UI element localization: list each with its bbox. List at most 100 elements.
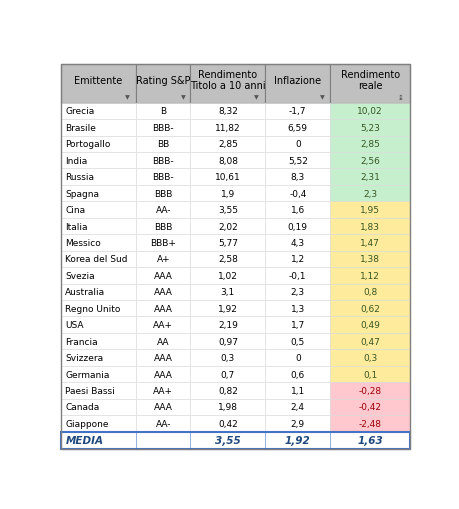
Text: ↨: ↨ — [397, 95, 403, 101]
Bar — [61, 185, 136, 202]
Bar — [190, 333, 265, 350]
Text: 0: 0 — [294, 140, 300, 149]
Text: Brasile: Brasile — [65, 124, 96, 132]
Text: AAA: AAA — [153, 288, 172, 297]
Text: 1,2: 1,2 — [290, 255, 304, 264]
Text: 5,52: 5,52 — [287, 156, 307, 165]
Text: 2,58: 2,58 — [218, 255, 237, 264]
Text: Francia: Francia — [65, 337, 98, 346]
Bar — [330, 415, 409, 432]
Text: Paesi Bassi: Paesi Bassi — [65, 386, 115, 395]
Bar — [61, 284, 136, 300]
Text: -0,1: -0,1 — [288, 271, 306, 280]
Text: 0,47: 0,47 — [359, 337, 380, 346]
Bar — [190, 350, 265, 366]
Text: Inflazione: Inflazione — [274, 75, 321, 86]
Bar — [190, 136, 265, 153]
Bar — [265, 350, 330, 366]
Bar — [265, 268, 330, 284]
Bar — [61, 399, 136, 415]
Text: 0,5: 0,5 — [290, 337, 304, 346]
Text: 10,61: 10,61 — [214, 173, 240, 182]
Text: 1,92: 1,92 — [284, 436, 310, 445]
Bar — [61, 65, 136, 103]
Bar — [136, 235, 190, 251]
Bar — [190, 153, 265, 169]
Bar — [265, 366, 330, 383]
Text: Rating S&P: Rating S&P — [136, 75, 190, 86]
Text: MEDIA: MEDIA — [65, 436, 103, 445]
Bar — [190, 218, 265, 235]
Text: 1,92: 1,92 — [218, 304, 237, 313]
Bar — [136, 415, 190, 432]
Bar — [61, 366, 136, 383]
Bar — [190, 383, 265, 399]
Text: AAA: AAA — [153, 403, 172, 412]
Bar — [330, 284, 409, 300]
Bar — [190, 235, 265, 251]
Bar — [330, 399, 409, 415]
Bar — [136, 218, 190, 235]
Text: 2,9: 2,9 — [290, 419, 304, 428]
Bar — [190, 103, 265, 120]
Text: 2,19: 2,19 — [218, 321, 237, 329]
Bar — [190, 251, 265, 268]
Bar — [190, 415, 265, 432]
Text: 2,3: 2,3 — [363, 189, 376, 198]
Bar — [190, 268, 265, 284]
Text: Germania: Germania — [65, 370, 110, 379]
Bar — [330, 251, 409, 268]
Bar — [330, 65, 409, 103]
Bar — [265, 284, 330, 300]
Bar — [61, 268, 136, 284]
Bar — [190, 366, 265, 383]
Bar — [136, 399, 190, 415]
Text: ▼: ▼ — [181, 95, 186, 100]
Text: 0,7: 0,7 — [220, 370, 235, 379]
Bar — [61, 153, 136, 169]
Bar — [265, 383, 330, 399]
Bar — [61, 432, 409, 449]
Bar — [136, 169, 190, 185]
Bar — [61, 235, 136, 251]
Text: 0,3: 0,3 — [362, 353, 376, 362]
Text: Portogallo: Portogallo — [65, 140, 111, 149]
Bar — [136, 268, 190, 284]
Text: BB: BB — [157, 140, 169, 149]
Text: 2,31: 2,31 — [359, 173, 380, 182]
Text: Rendimento
Titolo a 10 anni: Rendimento Titolo a 10 anni — [190, 70, 265, 91]
Text: 8,3: 8,3 — [290, 173, 304, 182]
Bar — [61, 333, 136, 350]
Text: AAA: AAA — [153, 304, 172, 313]
Bar — [136, 350, 190, 366]
Text: 0,42: 0,42 — [218, 419, 237, 428]
Text: -1,7: -1,7 — [288, 107, 306, 116]
Bar — [330, 218, 409, 235]
Bar — [61, 415, 136, 432]
Bar — [190, 284, 265, 300]
Bar — [265, 317, 330, 333]
Bar — [190, 300, 265, 317]
Bar — [61, 218, 136, 235]
Text: Italia: Italia — [65, 222, 88, 231]
Bar — [190, 202, 265, 218]
Text: ▼: ▼ — [253, 95, 258, 100]
Text: AA-: AA- — [155, 419, 171, 428]
Text: -2,48: -2,48 — [358, 419, 381, 428]
Text: 4,3: 4,3 — [290, 239, 304, 247]
Bar — [265, 120, 330, 136]
Bar — [330, 153, 409, 169]
Text: AA+: AA+ — [153, 386, 173, 395]
Text: Spagna: Spagna — [65, 189, 99, 198]
Bar — [136, 185, 190, 202]
Text: AAA: AAA — [153, 353, 172, 362]
Text: 5,23: 5,23 — [359, 124, 380, 132]
Text: India: India — [65, 156, 87, 165]
Bar — [61, 300, 136, 317]
Text: 1,1: 1,1 — [290, 386, 304, 395]
Text: 0,19: 0,19 — [287, 222, 307, 231]
Bar — [136, 366, 190, 383]
Bar — [190, 169, 265, 185]
Text: Cina: Cina — [65, 206, 85, 215]
Text: 2,85: 2,85 — [359, 140, 380, 149]
